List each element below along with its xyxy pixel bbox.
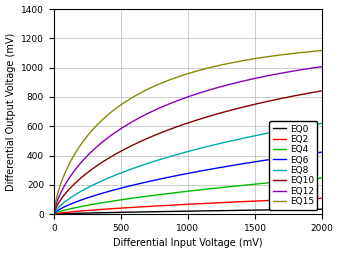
EQ4 [286,180,290,183]
EQ8 [82,188,86,191]
EQ0 [320,208,324,211]
Line: EQ6: EQ6 [54,152,322,214]
EQ2 [320,197,324,200]
Line: EQ4: EQ4 [54,178,322,214]
EQ6 [155,178,159,181]
EQ2 [166,204,170,207]
EQ6 [52,213,56,216]
EQ10 [166,128,170,131]
EQ8 [286,128,290,131]
EQ6 [98,192,102,195]
EQ4 [166,192,170,195]
EQ8 [320,122,324,125]
Line: EQ12: EQ12 [54,67,322,214]
EQ4 [315,177,319,180]
EQ12 [98,142,102,145]
EQ6 [320,151,324,154]
EQ0 [82,212,86,215]
EQ10 [82,173,86,177]
EQ12 [315,66,319,69]
EQ0 [286,208,290,211]
EQ6 [82,197,86,200]
EQ15 [315,50,319,53]
EQ12 [82,157,86,160]
EQ6 [286,155,290,158]
Line: EQ10: EQ10 [54,91,322,214]
EQ4 [320,177,324,180]
EQ10 [98,162,102,165]
EQ8 [155,159,159,162]
EQ6 [166,176,170,179]
EQ2 [82,209,86,212]
EQ10 [320,89,324,92]
EQ15 [155,84,159,87]
EQ0 [52,213,56,216]
EQ12 [320,65,324,68]
EQ2 [98,208,102,211]
EQ0 [98,211,102,214]
EQ4 [52,213,56,216]
EQ8 [52,213,56,216]
EQ15 [286,53,290,56]
EQ0 [166,210,170,213]
EQ10 [52,213,56,216]
EQ4 [155,194,159,197]
EQ12 [155,108,159,111]
EQ0 [155,210,159,213]
EQ4 [82,204,86,208]
EQ2 [155,204,159,208]
EQ8 [315,123,319,126]
EQ12 [52,213,56,216]
EQ4 [98,202,102,205]
EQ2 [52,213,56,216]
EQ8 [98,180,102,183]
EQ12 [166,103,170,106]
EQ10 [315,90,319,93]
EQ15 [52,213,56,216]
EQ2 [315,197,319,200]
Legend: EQ0, EQ2, EQ4, EQ6, EQ8, EQ10, EQ12, EQ15: EQ0, EQ2, EQ4, EQ6, EQ8, EQ10, EQ12, EQ1… [269,121,318,210]
Line: EQ2: EQ2 [54,198,322,214]
EQ10 [155,133,159,136]
EQ10 [286,96,290,99]
EQ2 [286,198,290,201]
X-axis label: Differential Input Voltage (mV): Differential Input Voltage (mV) [113,239,263,248]
Line: EQ0: EQ0 [54,209,322,214]
EQ0 [315,208,319,211]
EQ6 [315,151,319,154]
EQ15 [98,120,102,123]
EQ15 [320,49,324,52]
EQ15 [82,138,86,141]
Line: EQ8: EQ8 [54,123,322,214]
Line: EQ15: EQ15 [54,51,322,214]
EQ8 [166,155,170,158]
Y-axis label: Differential Output Voltage (mV): Differential Output Voltage (mV) [5,33,16,191]
EQ12 [286,71,290,74]
EQ15 [166,79,170,82]
